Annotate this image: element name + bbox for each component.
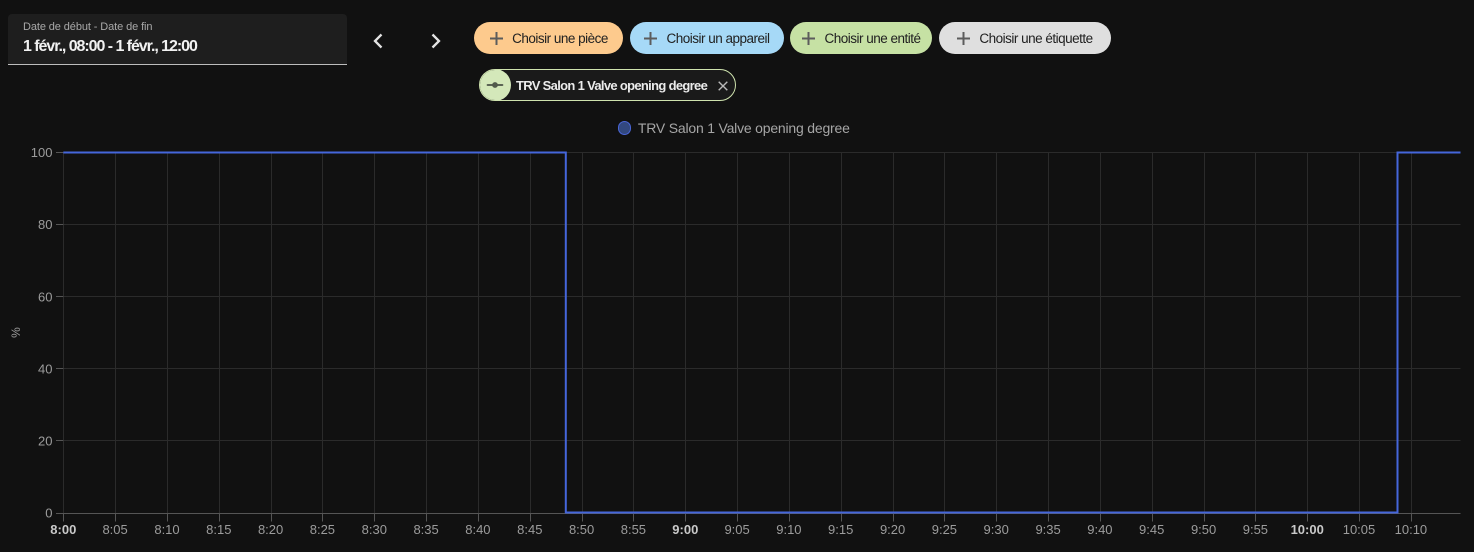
svg-text:8:00: 8:00 bbox=[50, 522, 76, 537]
svg-text:9:55: 9:55 bbox=[1243, 522, 1268, 537]
svg-text:8:35: 8:35 bbox=[413, 522, 438, 537]
svg-text:9:20: 9:20 bbox=[880, 522, 905, 537]
svg-text:8:40: 8:40 bbox=[465, 522, 490, 537]
svg-text:9:35: 9:35 bbox=[1035, 522, 1060, 537]
svg-text:9:00: 9:00 bbox=[672, 522, 698, 537]
svg-text:8:20: 8:20 bbox=[258, 522, 283, 537]
svg-text:9:50: 9:50 bbox=[1191, 522, 1216, 537]
svg-text:9:10: 9:10 bbox=[776, 522, 801, 537]
svg-text:8:05: 8:05 bbox=[102, 522, 127, 537]
svg-text:10:00: 10:00 bbox=[1291, 522, 1324, 537]
svg-text:9:40: 9:40 bbox=[1087, 522, 1112, 537]
svg-text:40: 40 bbox=[38, 361, 52, 376]
svg-text:10:10: 10:10 bbox=[1395, 522, 1428, 537]
svg-text:80: 80 bbox=[38, 217, 52, 232]
svg-text:%: % bbox=[9, 327, 23, 338]
svg-text:9:05: 9:05 bbox=[724, 522, 749, 537]
svg-text:10:05: 10:05 bbox=[1343, 522, 1376, 537]
svg-text:8:45: 8:45 bbox=[517, 522, 542, 537]
svg-text:8:25: 8:25 bbox=[310, 522, 335, 537]
svg-text:20: 20 bbox=[38, 434, 52, 449]
svg-text:0: 0 bbox=[45, 506, 52, 521]
svg-text:9:30: 9:30 bbox=[984, 522, 1009, 537]
svg-text:8:10: 8:10 bbox=[154, 522, 179, 537]
svg-text:8:15: 8:15 bbox=[206, 522, 231, 537]
svg-text:8:55: 8:55 bbox=[621, 522, 646, 537]
svg-text:8:50: 8:50 bbox=[569, 522, 594, 537]
svg-text:60: 60 bbox=[38, 289, 52, 304]
svg-text:9:25: 9:25 bbox=[932, 522, 957, 537]
svg-text:8:30: 8:30 bbox=[362, 522, 387, 537]
svg-text:100: 100 bbox=[31, 145, 53, 160]
svg-text:9:45: 9:45 bbox=[1139, 522, 1164, 537]
svg-text:9:15: 9:15 bbox=[828, 522, 853, 537]
